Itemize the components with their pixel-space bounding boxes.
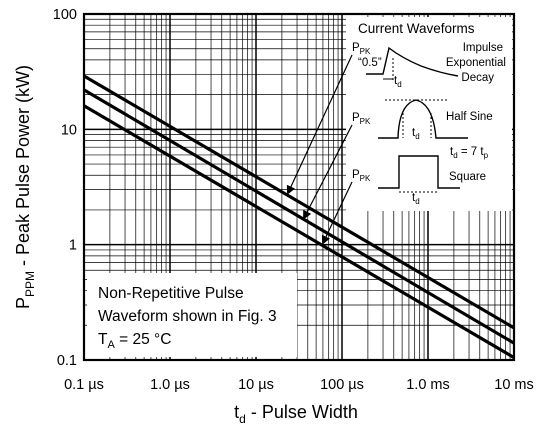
current-waveforms-inset: Current Waveforms PPK “0.5” Impulse Expo… (286, 17, 512, 245)
x-axis-title: td - Pulse Width (234, 402, 358, 426)
td-relation-label: td = 7 tp (450, 146, 489, 160)
x-tick-label: 1.0 ms (406, 377, 450, 393)
ppk-label-halfsine: PPK (352, 112, 371, 126)
conditions-line-1: Non-Repetitive Pulse (98, 285, 244, 302)
plot-frame (82, 12, 516, 362)
td-label-impulse: td (394, 75, 402, 89)
x-tick-label: 100 µs (320, 377, 364, 393)
td-label-halfsine: td (412, 127, 420, 141)
series-lines (83, 74, 515, 359)
ppk-label-square: PPK (352, 169, 371, 183)
impulse-waveform (366, 46, 459, 77)
conditions-line-2: Waveform shown in Fig. 3 (98, 308, 277, 325)
series-line-1 (83, 74, 515, 330)
impulse-label-2: Exponential (446, 57, 506, 69)
y-tick-label: 10 (61, 122, 77, 138)
ppk-label-impulse: PPK (352, 42, 371, 56)
x-tick-label: 0.1 µs (64, 377, 104, 393)
y-tick-labels: 0.1 1 10 100 (53, 7, 77, 369)
y-tick-label: 1 (69, 238, 77, 254)
series-line-2 (83, 88, 515, 345)
halfsine-waveform (378, 99, 468, 139)
y-tick-label: 100 (53, 7, 77, 23)
conditions-line-3: TA = 25 °C (98, 331, 171, 351)
x-tick-label: 10 ms (494, 377, 534, 393)
td-label-square: td (412, 192, 420, 206)
y-axis-title: PPPM - Peak Pulse Power (kW) (13, 65, 37, 309)
square-pointer-arrow (321, 181, 353, 245)
x-tick-label: 10 µs (238, 377, 274, 393)
conditions-box-background (87, 273, 297, 357)
halfsine-pointer-arrow (303, 124, 353, 220)
impulse-label-3: Decay (461, 72, 494, 84)
half-label: “0.5” (358, 57, 382, 69)
x-tick-labels: 0.1 µs 1.0 µs 10 µs 100 µs 1.0 ms 10 ms (64, 377, 534, 393)
impulse-label-1: Impulse (463, 42, 503, 54)
inset-background (346, 17, 512, 211)
impulse-pointer-arrow (286, 54, 353, 195)
halfsine-label: Half Sine (446, 111, 493, 123)
square-label: Square (449, 171, 486, 183)
inset-title: Current Waveforms (358, 21, 475, 36)
x-tick-label: 1.0 µs (150, 377, 190, 393)
conditions-box: Non-Repetitive Pulse Waveform shown in F… (87, 273, 297, 357)
y-tick-label: 0.1 (57, 353, 77, 369)
series-line-3 (83, 104, 515, 359)
square-waveform (378, 155, 460, 189)
